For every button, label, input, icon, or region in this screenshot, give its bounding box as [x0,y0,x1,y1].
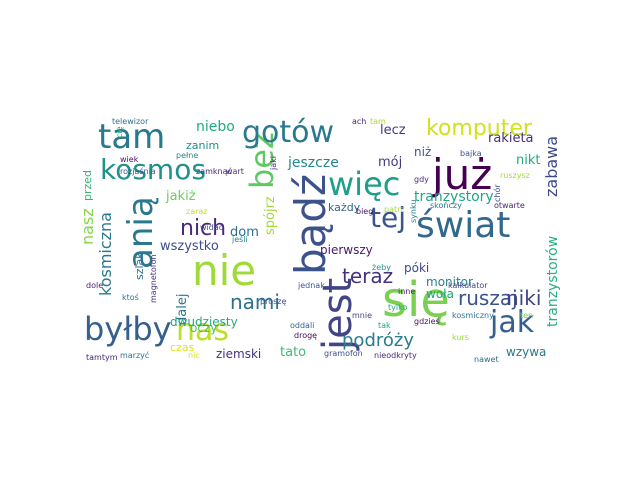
cloud-word: telewizor [112,117,149,126]
cloud-word: proszę [260,297,287,306]
cloud-word: cię [115,126,124,138]
word-cloud: się nie nas byłby jest bądź anią bez tam… [78,115,561,364]
cloud-word: niebo [196,119,235,135]
cloud-word: ruszaj [458,286,518,310]
cloud-word: inne [398,287,416,296]
cloud-word: tej [370,201,406,234]
cloud-word: tranzystory [414,189,494,205]
cloud-word: dwudziesty [170,315,238,329]
cloud-word: więc [328,165,401,203]
cloud-word: rozjaśnia [120,167,156,176]
cloud-word: spójrz [263,196,278,235]
cloud-word: gdy [414,175,429,184]
cloud-word: skończy [430,201,462,210]
cloud-word: nich [180,216,227,241]
cloud-word: tak [378,321,391,330]
cloud-word: kosmiczny [452,311,494,320]
cloud-word: nic [188,351,200,360]
cloud-word: byłby [84,310,172,348]
cloud-word: tam [98,117,166,157]
cloud-word: komputer [426,116,532,141]
cloud-word: teraz [342,264,394,288]
cloud-word: zamknąć [196,167,232,176]
cloud-word: oczy [190,321,218,335]
cloud-word: pełne [176,151,199,160]
cloud-word: wiek [120,155,139,164]
cloud-word: jeśli [232,235,248,244]
cloud-word: szlak [133,252,146,280]
cloud-word: zanim [186,139,220,152]
cloud-word: bajka [460,149,482,158]
cloud-word: nawet [474,355,499,364]
cloud-word: pierwszy [320,243,373,257]
cloud-word: bieg [356,207,374,216]
cloud-word: wzywa [506,345,547,359]
cloud-word: nikt [516,153,541,168]
cloud-word: świat [416,205,511,246]
cloud-word: póki [404,261,430,275]
cloud-word: gramofon [324,349,363,358]
cloud-word: wart [226,167,244,176]
cloud-word: monitor [426,275,473,289]
cloud-word: jakiż [166,189,196,204]
cloud-word: gotów [242,115,335,150]
cloud-word: dom [230,225,259,240]
cloud-word: ach [352,117,367,126]
cloud-word: zabawa [542,135,561,197]
cloud-word: tam [370,117,386,126]
cloud-word: synku [409,199,418,223]
cloud-word: drogę [294,331,318,340]
cloud-word: bądź [286,173,335,275]
cloud-word: tranzystorów [545,235,561,327]
cloud-word: kosmos [100,153,206,186]
cloud-word: chór [493,184,502,202]
cloud-word: podróży [342,330,414,351]
cloud-word: woła [426,287,454,301]
cloud-word: otwarte [494,201,525,210]
cloud-word: niki [506,286,542,310]
cloud-word: jak [490,305,535,340]
cloud-word: patrz [384,205,405,214]
cloud-word: jeszcze [288,155,339,171]
cloud-word: ten [520,311,534,320]
cloud-word: jednak [298,281,325,290]
cloud-word: nasz [78,208,97,245]
cloud-word: kalkulator [448,281,488,290]
cloud-word: każdy [328,201,361,214]
cloud-word: rakieta [488,131,534,146]
cloud-word: już [432,150,493,199]
cloud-word: kurs [452,333,469,342]
cloud-word: nieodkryty [374,351,417,360]
cloud-word: się [382,272,450,328]
cloud-word: jaki [269,156,278,170]
cloud-word: tamtym [86,353,118,362]
cloud-word: magnetofon [149,254,158,303]
cloud-word: czas [170,341,195,354]
cloud-word: tylko [388,303,408,312]
cloud-word: nie [192,246,257,295]
cloud-word: dole [86,281,104,290]
cloud-word: gdzieś [414,317,440,326]
cloud-word: wszystko [160,239,219,254]
cloud-word: ktoś [122,293,139,302]
cloud-word: lecz [380,123,406,138]
cloud-word: zaraz [186,207,208,216]
cloud-word: ruszysz [500,171,530,180]
cloud-word: tato [280,345,307,360]
cloud-word: ziemski [216,347,262,361]
cloud-word: nami [230,290,280,314]
cloud-word: mój [378,155,403,170]
cloud-word: oddali [290,321,315,330]
cloud-word: żeby [372,263,391,272]
cloud-word: mnie [352,311,373,320]
cloud-word: marzyć [120,351,150,360]
cloud-word: nas [176,313,230,348]
cloud-word: przed [81,169,94,201]
cloud-word: niż [414,145,432,159]
cloud-word: widać [200,223,224,232]
